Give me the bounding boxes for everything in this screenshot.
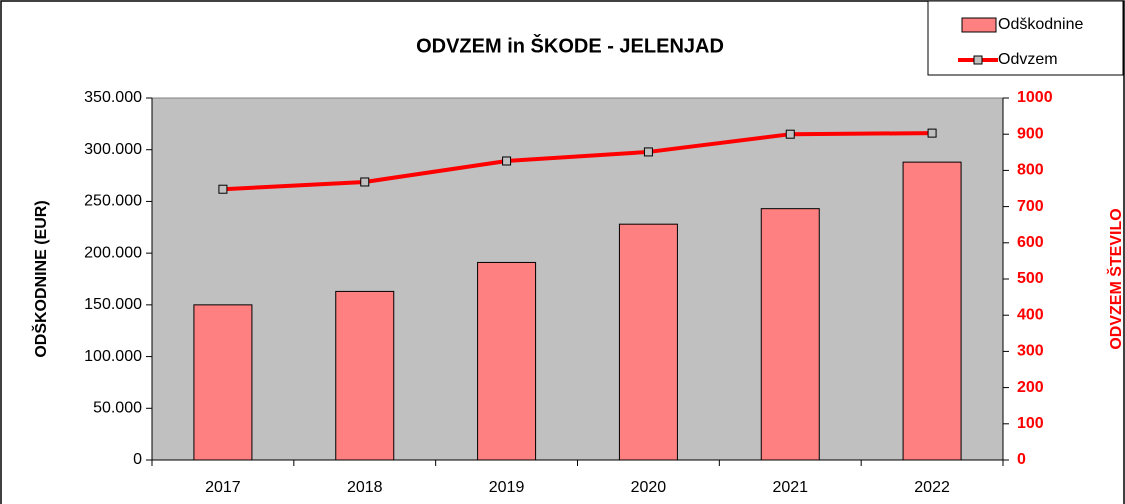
y-tick-label: 150.000: [84, 296, 142, 313]
y2-tick-label: 0: [1017, 451, 1026, 468]
x-tick-label: 2018: [347, 479, 383, 496]
y2-tick-label: 500: [1017, 270, 1044, 287]
chart-title: ODVZEM in ŠKODE - JELENJAD: [416, 33, 724, 57]
bar: [477, 261, 537, 461]
y-tick-label: 200.000: [84, 244, 142, 261]
y2-tick-label: 400: [1017, 306, 1044, 323]
legend-swatch: [961, 17, 997, 33]
y2-tick-label: 800: [1017, 162, 1044, 179]
bar: [760, 208, 820, 461]
x-tick-label: 2020: [631, 479, 667, 496]
legend-box: [927, 0, 1124, 76]
x-tick-label: 2019: [489, 479, 525, 496]
y2-tick-label: 200: [1017, 379, 1044, 396]
y-tick-label: 350.000: [84, 89, 142, 106]
line-marker: [502, 156, 512, 166]
x-tick-label: 2021: [772, 479, 808, 496]
bar: [193, 304, 253, 461]
plot-area: [151, 97, 1004, 461]
bar: [902, 161, 962, 461]
y-tick-label: 100.000: [84, 348, 142, 365]
line: [222, 131, 933, 192]
x-tick-label: 2017: [205, 479, 241, 496]
y2-tick-label: 1000: [1017, 89, 1053, 106]
line-marker: [643, 147, 653, 157]
legend-label: Odškodnine: [998, 16, 1083, 33]
y2-tick-label: 900: [1017, 125, 1044, 142]
x-tick-label: 2022: [914, 479, 950, 496]
y2-tick-label: 600: [1017, 234, 1044, 251]
y-tick-label: 250.000: [84, 193, 142, 210]
legend-label: Odvzem: [998, 51, 1058, 68]
y-axis-title: ODŠKODNINE (EUR): [31, 200, 50, 357]
line-marker: [927, 128, 937, 138]
bar: [335, 290, 395, 461]
y-tick-label: 0: [133, 451, 142, 468]
line-marker: [360, 177, 370, 187]
line-marker: [785, 129, 795, 139]
y-tick-label: 300.000: [84, 141, 142, 158]
bar: [618, 223, 678, 461]
y2-tick-label: 100: [1017, 415, 1044, 432]
line-marker: [218, 184, 228, 194]
y2-tick-label: 300: [1017, 343, 1044, 360]
legend-marker: [973, 55, 983, 65]
y2-tick-label: 700: [1017, 198, 1044, 215]
y-tick-label: 50.000: [93, 400, 142, 417]
y2-axis-title: ODVZEM ŠTEVILO: [1106, 208, 1125, 349]
